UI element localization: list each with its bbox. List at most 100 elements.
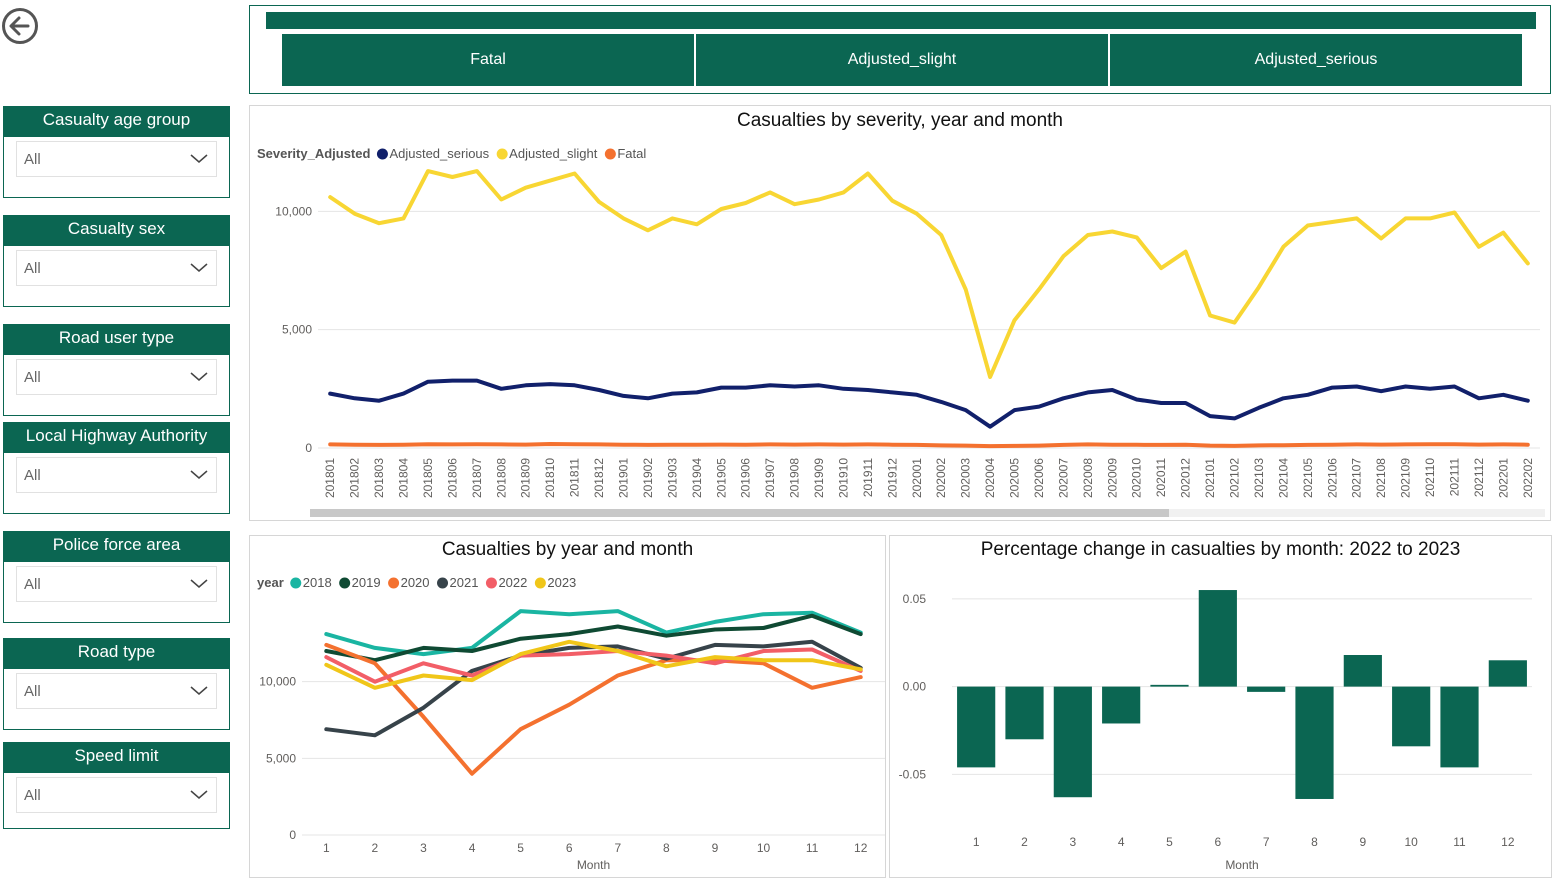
adjusted-slight-button[interactable]: Adjusted_slight xyxy=(696,34,1110,86)
x-tick-label: 201802 xyxy=(348,458,362,498)
x-tick-label: 5 xyxy=(517,841,524,855)
x-axis-label: Month xyxy=(577,858,610,872)
slicer-title: Police force area xyxy=(4,532,229,562)
x-tick-label: 6 xyxy=(1214,835,1221,849)
y-tick-label: 0.00 xyxy=(903,680,927,694)
x-tick-label: 201908 xyxy=(788,458,802,498)
x-tick-label: 201801 xyxy=(323,458,337,498)
header-bar xyxy=(266,12,1536,29)
x-tick-label: 202110 xyxy=(1423,458,1437,497)
chart-title: Casualties by severity, year and month xyxy=(737,110,1063,131)
police-force-area-dropdown[interactable]: All xyxy=(16,566,217,602)
series-line-2022 xyxy=(324,647,863,684)
x-tick-label: 5 xyxy=(1166,835,1173,849)
x-tick-label: 202010 xyxy=(1130,458,1144,498)
fatal-button[interactable]: Fatal xyxy=(282,34,696,86)
x-tick-label: 201901 xyxy=(617,458,631,498)
x-tick-label: 2 xyxy=(372,841,379,855)
x-tick-label: 1 xyxy=(323,841,330,855)
x-tick-label: 202108 xyxy=(1374,458,1388,498)
bar-month-5 xyxy=(1150,684,1189,687)
local-highway-authority-dropdown[interactable]: All xyxy=(16,457,217,493)
series-line-2018 xyxy=(324,609,863,657)
x-tick-label: 202009 xyxy=(1105,458,1119,498)
legend-label-Adjusted_serious: Adjusted_serious xyxy=(389,146,489,161)
slicer-title: Casualty age group xyxy=(4,107,229,137)
x-tick-label: 201909 xyxy=(812,458,826,498)
legend-title: Severity_Adjusted xyxy=(257,146,370,161)
bar-month-11 xyxy=(1440,686,1479,768)
scrollbar-thumb[interactable] xyxy=(310,509,1169,517)
chart-year-month: Casualties by year and month year 2018 2019… xyxy=(249,535,886,878)
dropdown-value: All xyxy=(24,467,41,484)
x-tick-label: 201810 xyxy=(543,458,557,498)
legend-label-Adjusted_slight: Adjusted_slight xyxy=(509,146,598,161)
x-tick-label: 201903 xyxy=(665,458,679,498)
casualty-age-group-dropdown[interactable]: All xyxy=(16,141,217,177)
speed-limit-dropdown[interactable]: All xyxy=(16,777,217,813)
bar-month-3 xyxy=(1053,686,1092,798)
road-user-type-dropdown[interactable]: All xyxy=(16,359,217,395)
back-button[interactable] xyxy=(0,6,40,46)
y-tick-label: 5,000 xyxy=(282,323,312,337)
series-line-2019 xyxy=(324,613,863,663)
series-line-Fatal xyxy=(328,442,1530,449)
legend-label-2023: 2023 xyxy=(547,575,576,590)
x-tick-label: 4 xyxy=(469,841,476,855)
road-type-dropdown[interactable]: All xyxy=(16,673,217,709)
x-tick-label: 202011 xyxy=(1154,458,1168,497)
x-tick-label: 3 xyxy=(420,841,427,855)
legend-marker-2019 xyxy=(339,577,351,589)
x-tick-label: 201803 xyxy=(372,458,386,498)
x-tick-label: 202003 xyxy=(959,458,973,498)
legend-marker-2023 xyxy=(534,577,546,589)
x-tick-label: 7 xyxy=(1263,835,1270,849)
slicer-speed-limit: Speed limit All xyxy=(3,742,230,829)
adjusted-serious-button[interactable]: Adjusted_serious xyxy=(1110,34,1522,86)
x-tick-label: 202111 xyxy=(1447,458,1461,497)
legend-label-2022: 2022 xyxy=(498,575,527,590)
series-line-2023 xyxy=(324,639,863,690)
slicer-road-user-type: Road user type All xyxy=(3,324,230,416)
slicer-title: Road user type xyxy=(4,325,229,355)
x-tick-label: 201910 xyxy=(836,458,850,498)
dropdown-value: All xyxy=(24,683,41,700)
legend-label-2019: 2019 xyxy=(352,575,381,590)
x-tick-label: 201805 xyxy=(421,458,435,498)
bar-month-2 xyxy=(1005,686,1044,740)
slicer-title: Local Highway Authority xyxy=(4,423,229,453)
x-tick-label: 6 xyxy=(566,841,573,855)
x-tick-label: 10 xyxy=(1404,835,1418,849)
x-tick-label: 202102 xyxy=(1228,458,1242,498)
y-tick-label: -0.05 xyxy=(899,767,927,781)
slicer-title: Speed limit xyxy=(4,743,229,773)
x-axis-label: Month xyxy=(1225,858,1258,872)
x-tick-label: 4 xyxy=(1118,835,1125,849)
slicer-title: Casualty sex xyxy=(4,216,229,246)
bar-month-8 xyxy=(1295,686,1334,799)
x-tick-label: 201812 xyxy=(592,458,606,498)
x-tick-label: 8 xyxy=(1311,835,1318,849)
x-tick-label: 202004 xyxy=(983,458,997,498)
x-tick-label: 202012 xyxy=(1179,458,1193,498)
x-tick-label: 8 xyxy=(663,841,670,855)
chevron-down-icon xyxy=(190,372,208,381)
dropdown-value: All xyxy=(24,787,41,804)
legend-marker-2021 xyxy=(437,577,449,589)
x-tick-label: 3 xyxy=(1069,835,1076,849)
x-tick-label: 201912 xyxy=(885,458,899,498)
y-tick-label: 0.05 xyxy=(903,592,927,606)
legend-label-2021: 2021 xyxy=(450,575,479,590)
x-tick-label: 2 xyxy=(1021,835,1028,849)
chart-title: Percentage change in casualties by month… xyxy=(981,539,1461,560)
x-tick-label: 202103 xyxy=(1252,458,1266,498)
legend-marker-Adjusted_slight xyxy=(496,148,508,160)
legend-label-Fatal: Fatal xyxy=(617,146,646,161)
y-tick-label: 0 xyxy=(289,828,296,842)
casualty-sex-dropdown[interactable]: All xyxy=(16,250,217,286)
x-tick-label: 201906 xyxy=(739,458,753,498)
bar-month-9 xyxy=(1343,655,1382,687)
dropdown-value: All xyxy=(24,151,41,168)
chevron-down-icon xyxy=(190,790,208,799)
